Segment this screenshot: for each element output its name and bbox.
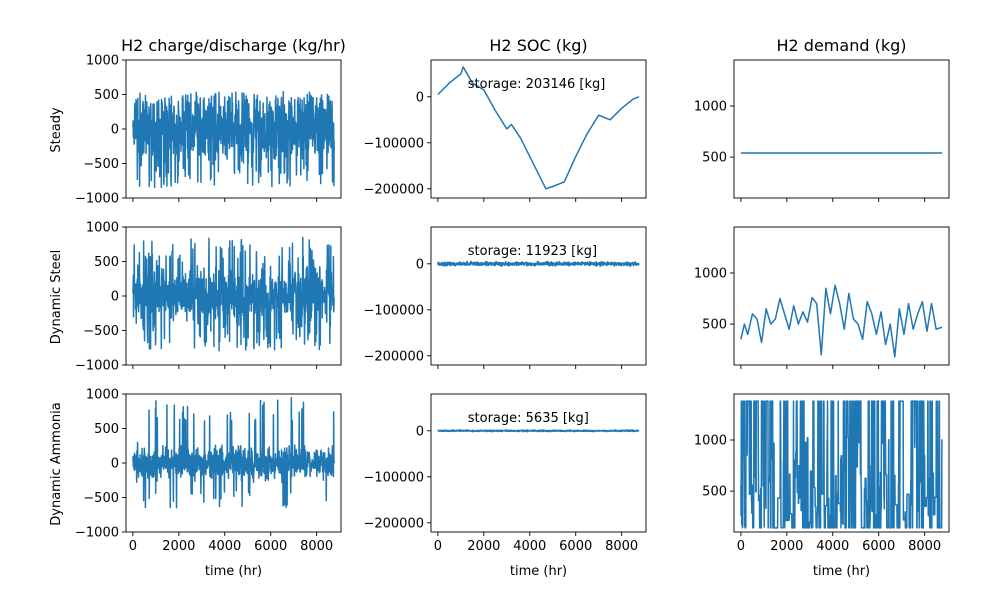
- y-tick-label: 1000: [694, 434, 727, 449]
- x-tick-label: 6000: [559, 539, 592, 554]
- x-tick-label: 8000: [300, 539, 333, 554]
- axes-frame: [430, 59, 647, 199]
- x-tick-label: 4000: [816, 539, 849, 554]
- x-axis-label-2: time (hr): [510, 564, 567, 579]
- x-tick-label: 0: [434, 539, 442, 554]
- col-title-1: H2 charge/discharge (kg/hr): [121, 36, 346, 55]
- storage-annotation: storage: 203146 [kg]: [468, 77, 606, 92]
- axes-frame: [733, 393, 950, 533]
- y-tick-label: 500: [94, 255, 119, 270]
- col-title-3: H2 demand (kg): [777, 36, 907, 55]
- axes-frame: [733, 59, 950, 199]
- subplot-r2-c2: −200000 −100000 0 storage: 11923 [kg]: [363, 226, 647, 369]
- y-tick-label: 1000: [694, 267, 727, 282]
- x-tick-label: 8000: [605, 539, 638, 554]
- x-tick-label: 4000: [208, 539, 241, 554]
- y-tick-label: 500: [702, 485, 727, 500]
- series-line: [132, 236, 335, 352]
- y-tick-label: 0: [111, 457, 119, 472]
- y-tick-label: 500: [94, 422, 119, 437]
- y-tick-label: 0: [111, 123, 119, 138]
- x-tick-label: 4000: [513, 539, 546, 554]
- x-tick-label: 2000: [467, 539, 500, 554]
- y-tick-label: 0: [416, 257, 424, 272]
- storage-annotation: storage: 5635 [kg]: [468, 411, 589, 426]
- y-tick-label: −1000: [75, 192, 119, 207]
- axes-frame: [430, 226, 647, 366]
- row-label-3: Dynamic Ammonia: [49, 402, 64, 525]
- y-tick-label: −200000: [363, 349, 424, 364]
- y-tick-label: 1000: [694, 100, 727, 115]
- series-line: [740, 400, 943, 529]
- x-tick-label: 8000: [908, 539, 941, 554]
- x-tick-label: 6000: [862, 539, 895, 554]
- series-line: [132, 396, 335, 509]
- y-tick-label: −100000: [363, 136, 424, 151]
- y-tick-label: −100000: [363, 470, 424, 485]
- subplot-r1-c1: −1000 −500 0 500 1000: [75, 54, 342, 207]
- y-tick-label: −1000: [75, 359, 119, 374]
- series-line: [437, 429, 640, 433]
- y-tick-label: −500: [83, 491, 119, 506]
- series-line: [132, 91, 335, 189]
- axes-frame: [430, 393, 647, 533]
- subplot-r3-c1: 0 2000 4000 6000 8000 −1000 −500 0 500 1000: [75, 388, 342, 554]
- subplot-r2-c3: 500 1000: [694, 226, 950, 369]
- series-line: [437, 66, 640, 190]
- row-label-1: Steady: [49, 107, 64, 153]
- x-tick-label: 0: [737, 539, 745, 554]
- subplot-r2-c1: −1000 −500 0 500 1000: [75, 221, 342, 374]
- axes-frame: [733, 226, 950, 366]
- x-axis-label-3: time (hr): [813, 564, 870, 579]
- x-tick-label: 2000: [770, 539, 803, 554]
- y-tick-label: 500: [702, 151, 727, 166]
- y-tick-label: 0: [111, 290, 119, 305]
- series-line: [740, 284, 943, 358]
- series-line: [437, 260, 640, 268]
- subplot-r3-c3: 0 2000 4000 6000 8000 500 1000: [694, 393, 950, 554]
- y-tick-label: −200000: [363, 182, 424, 197]
- col-title-2: H2 SOC (kg): [489, 36, 587, 55]
- subplot-r1-c2: −200000 −100000 0 storage: 203146 [kg]: [363, 59, 647, 202]
- x-tick-label: 2000: [162, 539, 195, 554]
- y-tick-label: 1000: [86, 221, 119, 236]
- y-tick-label: 1000: [86, 388, 119, 403]
- y-tick-label: 0: [416, 424, 424, 439]
- panels: −1000−50005001000−200000−1000000storage:…: [75, 54, 950, 554]
- y-tick-label: −200000: [363, 516, 424, 531]
- y-tick-label: −100000: [363, 303, 424, 318]
- y-tick-label: −1000: [75, 526, 119, 541]
- x-axis-label-1: time (hr): [205, 564, 262, 579]
- x-tick-label: 6000: [254, 539, 287, 554]
- y-tick-label: 1000: [86, 54, 119, 69]
- row-label-2: Dynamic Steel: [49, 250, 64, 344]
- y-tick-label: 0: [416, 90, 424, 105]
- storage-annotation: storage: 11923 [kg]: [468, 244, 597, 259]
- subplot-r3-c2: 0 2000 4000 6000 8000 −200000 −100000 0 storage:…: [363, 393, 647, 554]
- y-tick-label: 500: [94, 88, 119, 103]
- subplot-r1-c3: 500 1000: [694, 59, 950, 202]
- y-tick-label: −500: [83, 157, 119, 172]
- y-tick-label: −500: [83, 324, 119, 339]
- x-tick-label: 0: [129, 539, 137, 554]
- y-tick-label: 500: [702, 318, 727, 333]
